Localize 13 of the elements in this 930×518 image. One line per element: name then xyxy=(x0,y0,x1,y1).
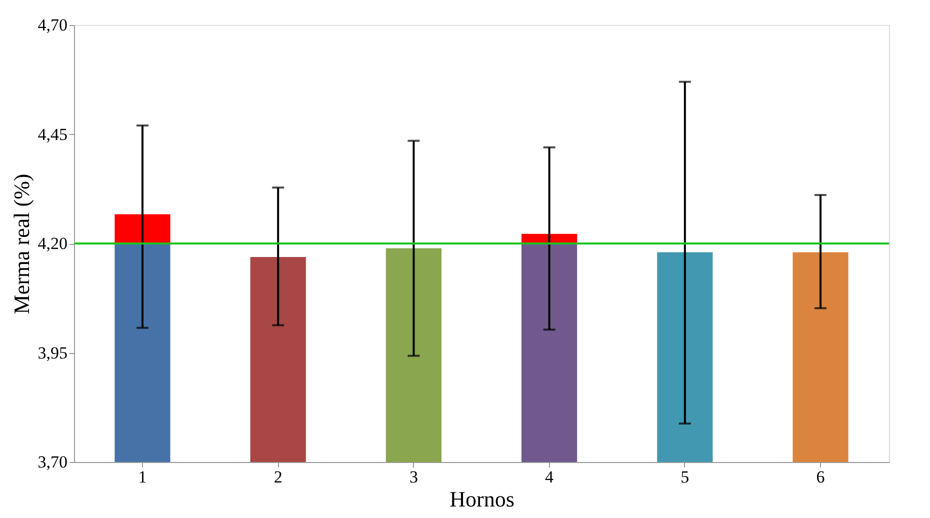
x-tick-label: 4 xyxy=(545,468,554,486)
x-tick-label: 3 xyxy=(409,468,418,486)
y-tick-label: 4,70 xyxy=(38,16,68,34)
y-tick-label: 4,20 xyxy=(38,234,68,253)
y-tick-label: 3,70 xyxy=(38,452,68,472)
y-axis-title: Merma real (%) xyxy=(8,174,34,314)
x-tick-label: 5 xyxy=(680,468,690,486)
x-axis-title: Hornos xyxy=(450,486,514,512)
x-tick-label: 6 xyxy=(816,468,825,486)
x-tick-label: 2 xyxy=(274,468,282,486)
x-tick-label: 1 xyxy=(138,468,147,486)
y-tick-label: 3,95 xyxy=(38,343,68,362)
y-tick-label: 4,45 xyxy=(38,124,68,144)
